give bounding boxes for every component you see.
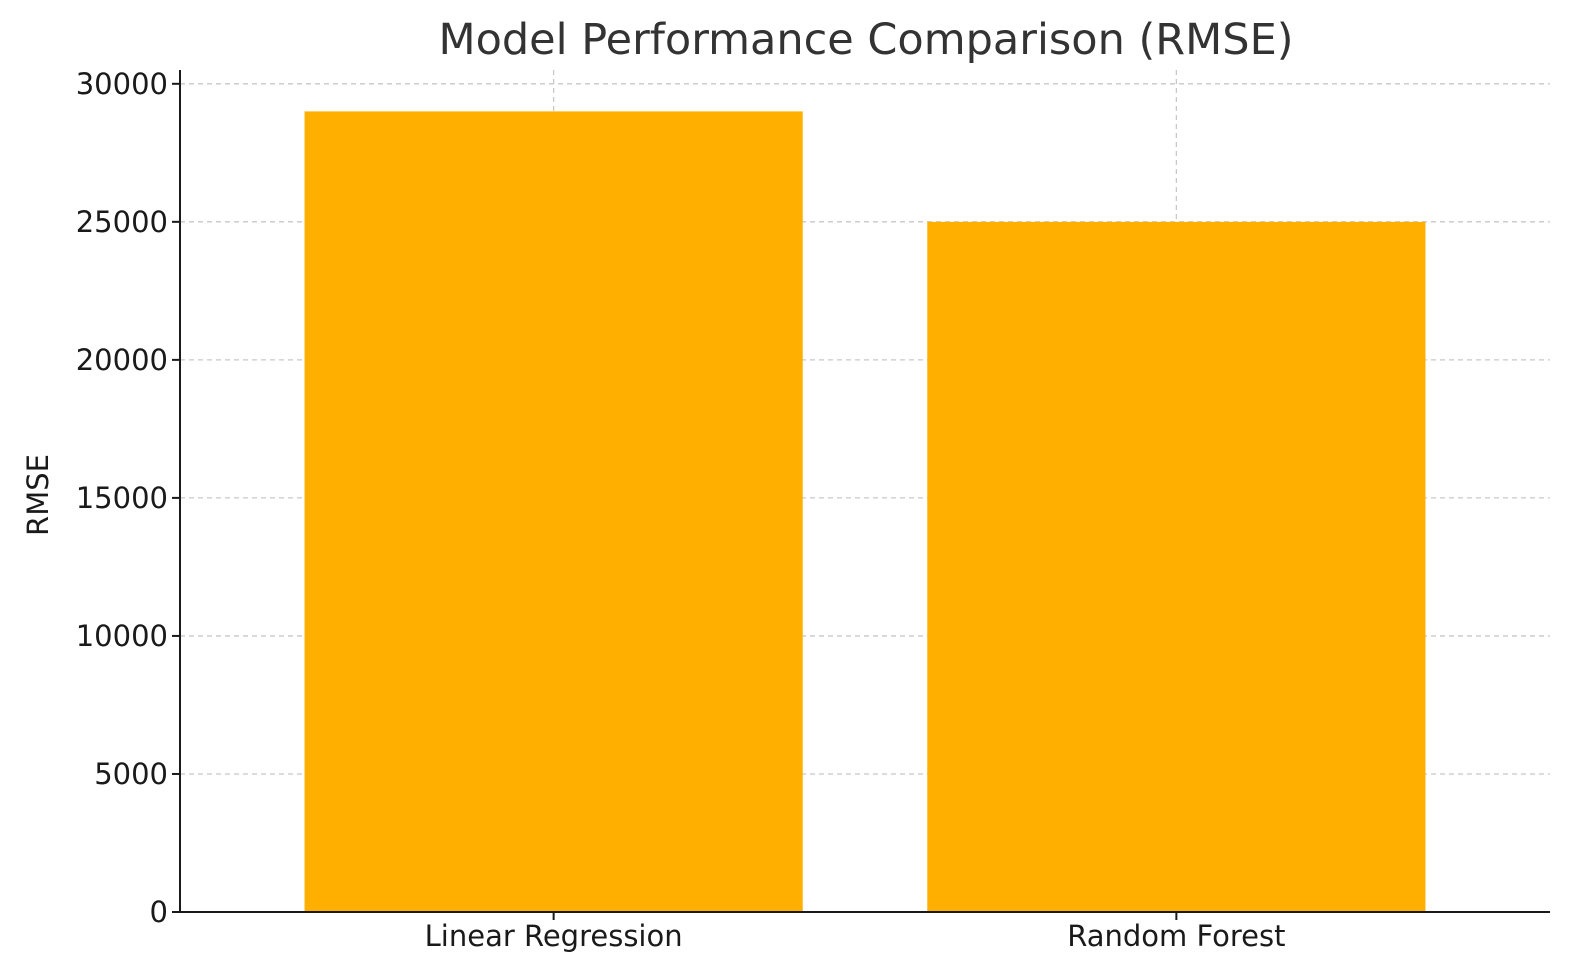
y-tick-label: 30000 [76, 67, 168, 101]
bar-random-forest [927, 222, 1425, 912]
y-tick-label: 10000 [76, 619, 168, 653]
y-tick-label: 25000 [76, 205, 168, 239]
y-tick-label: 20000 [76, 343, 168, 377]
y-tick-label: 15000 [76, 481, 168, 515]
chart-title: Model Performance Comparison (RMSE) [438, 15, 1293, 65]
bars-layer [305, 111, 1426, 912]
x-tick-label: Random Forest [1067, 919, 1285, 953]
y-tick-label: 5000 [94, 757, 168, 791]
bar-linear-regression [305, 111, 803, 912]
x-tick-label: Linear Regression [425, 919, 683, 953]
y-tick-label: 0 [150, 895, 168, 929]
y-axis-label: RMSE [21, 454, 55, 536]
